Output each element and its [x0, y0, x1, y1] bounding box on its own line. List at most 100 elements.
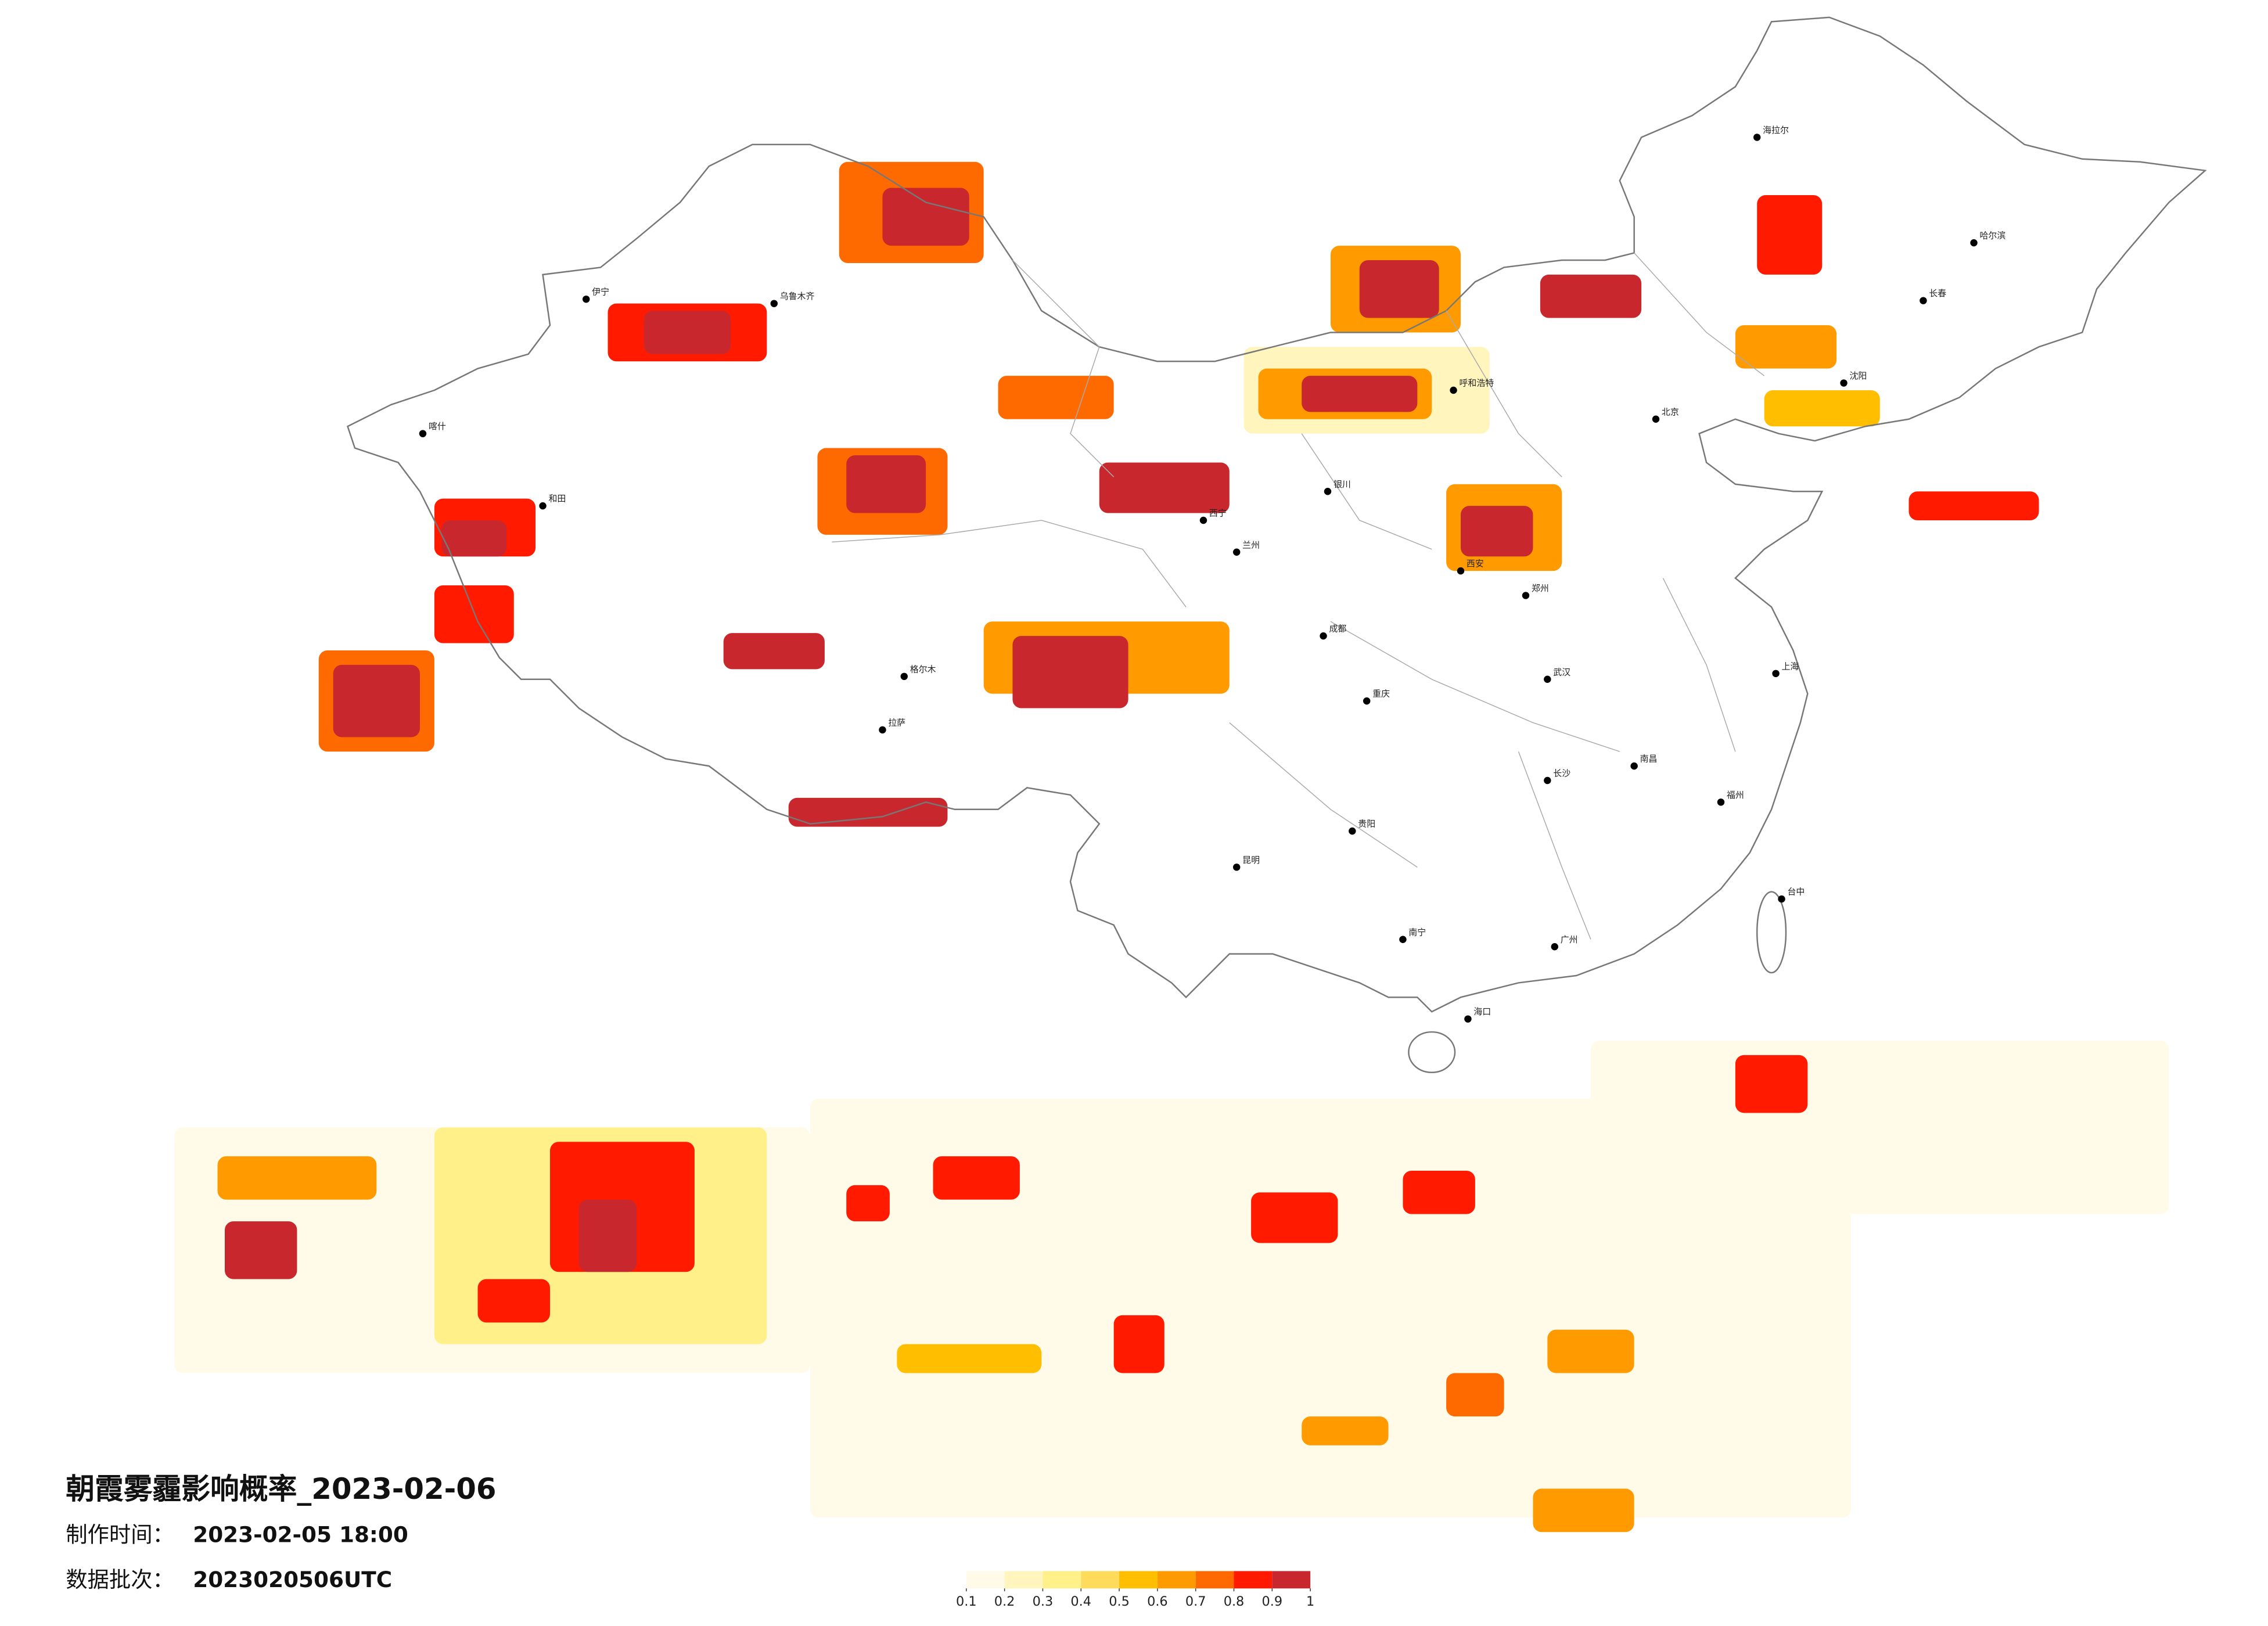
legend-swatch — [1043, 1571, 1081, 1589]
probability-area — [477, 1279, 550, 1323]
city-dot — [1199, 516, 1207, 524]
city-label: 郑州 — [1532, 583, 1549, 593]
probability-area — [1735, 325, 1837, 369]
city-dot — [879, 726, 886, 734]
legend-tick-label: 0.4 — [1070, 1594, 1091, 1609]
probability-area — [333, 664, 420, 738]
probability-area — [882, 188, 969, 246]
probability-area — [933, 1156, 1020, 1200]
map-title: 朝霞雾霾影响概率_2023-02-06 — [66, 1472, 496, 1506]
province-borders — [832, 253, 1765, 940]
probability-area — [1113, 1315, 1164, 1373]
probability-area — [788, 797, 948, 827]
batch-value: 2023020506UTC — [193, 1567, 392, 1592]
probability-area — [1099, 462, 1230, 513]
city-dot — [1399, 936, 1407, 943]
probability-area — [1359, 260, 1439, 318]
probability-area — [723, 633, 825, 670]
probability-area — [1764, 390, 1880, 427]
city-label: 和田 — [549, 494, 566, 504]
legend-tick-label: 0.6 — [1147, 1594, 1168, 1609]
city-dot — [900, 672, 908, 681]
legend-tick-label: 1 — [1306, 1594, 1314, 1609]
city-label: 兰州 — [1242, 539, 1260, 550]
legend-tick-label: 0.1 — [956, 1594, 977, 1609]
city-label: 昆明 — [1242, 855, 1260, 865]
island-outline — [1756, 891, 1787, 974]
city-dot — [1970, 239, 1978, 247]
city-label: 武汉 — [1553, 667, 1570, 677]
probability-area — [1446, 1373, 1504, 1417]
probability-area — [1251, 1192, 1338, 1243]
city-label: 海口 — [1473, 1006, 1491, 1017]
legend-swatch — [1272, 1571, 1311, 1589]
city-dot — [1464, 1015, 1472, 1023]
probability-area — [1757, 195, 1823, 275]
probability-area — [846, 455, 926, 513]
city-label: 伊宁 — [592, 287, 609, 297]
city-label: 拉萨 — [888, 717, 905, 728]
probability-area — [224, 1221, 297, 1279]
city-label: 海拉尔 — [1763, 125, 1789, 135]
probability-area — [1302, 376, 1418, 412]
city-label: 呼和浩特 — [1460, 378, 1494, 388]
legend-swatch — [1081, 1571, 1120, 1589]
city-label: 重庆 — [1372, 689, 1390, 699]
legend-tick-label: 0.9 — [1262, 1594, 1283, 1609]
city-dot — [1630, 762, 1638, 770]
legend-tick-label: 0.5 — [1109, 1594, 1130, 1609]
city-dot — [1717, 798, 1725, 806]
city-dot — [1772, 670, 1780, 678]
legend-tick-label: 0.2 — [994, 1594, 1015, 1609]
city-label: 上海 — [1782, 661, 1799, 671]
probability-area — [846, 1185, 890, 1222]
legend-swatch — [1157, 1571, 1196, 1589]
legend-swatch — [1195, 1571, 1234, 1589]
city-label: 喀什 — [429, 421, 446, 431]
batch-label: 数据批次： — [66, 1567, 174, 1592]
city-label: 长春 — [1929, 288, 1946, 298]
city-label: 贵阳 — [1358, 819, 1375, 829]
probability-area — [1012, 636, 1128, 708]
city-dot — [1363, 697, 1371, 705]
island-outline — [1408, 1031, 1456, 1073]
legend: 0.1 0.2 0.3 0.4 0.5 0.6 0.7 0.8 0.9 1 — [956, 1571, 1314, 1609]
probability-area — [1547, 1329, 1634, 1373]
city-dot — [582, 295, 590, 303]
probability-area — [578, 1199, 637, 1272]
city-label: 西安 — [1467, 559, 1484, 569]
city-dot — [1522, 592, 1530, 599]
city-dot — [1324, 488, 1332, 495]
city-dot — [1778, 895, 1785, 903]
city-dot — [1920, 297, 1927, 304]
probability-area — [441, 520, 507, 557]
probability-area — [1540, 274, 1642, 318]
legend-tick-label: 0.7 — [1185, 1594, 1206, 1609]
city-dot — [1544, 776, 1551, 785]
probability-area — [1908, 491, 2039, 520]
probability-area — [1460, 506, 1533, 557]
city-dot — [419, 430, 427, 437]
city-label: 北京 — [1662, 406, 1679, 417]
made-label: 制作时间： — [66, 1522, 174, 1548]
legend-swatch — [1004, 1571, 1043, 1589]
probability-area — [1403, 1171, 1475, 1214]
probability-area — [998, 376, 1114, 419]
city-label: 福州 — [1727, 790, 1744, 800]
city-dot — [1349, 827, 1356, 835]
legend-swatch — [966, 1571, 1005, 1589]
city-dot — [1652, 415, 1660, 423]
legend-swatch — [1234, 1571, 1273, 1589]
city-label: 南昌 — [1640, 754, 1658, 764]
city-dot — [1450, 386, 1457, 394]
city-dot — [1232, 548, 1241, 556]
city-label: 银川 — [1334, 479, 1351, 490]
probability-field — [174, 161, 2169, 1533]
country-outline — [347, 16, 2207, 1013]
city-dot — [539, 502, 547, 510]
city-label: 乌鲁木齐 — [780, 291, 815, 301]
city-label: 西宁 — [1209, 508, 1227, 519]
city-dot — [1551, 943, 1558, 951]
